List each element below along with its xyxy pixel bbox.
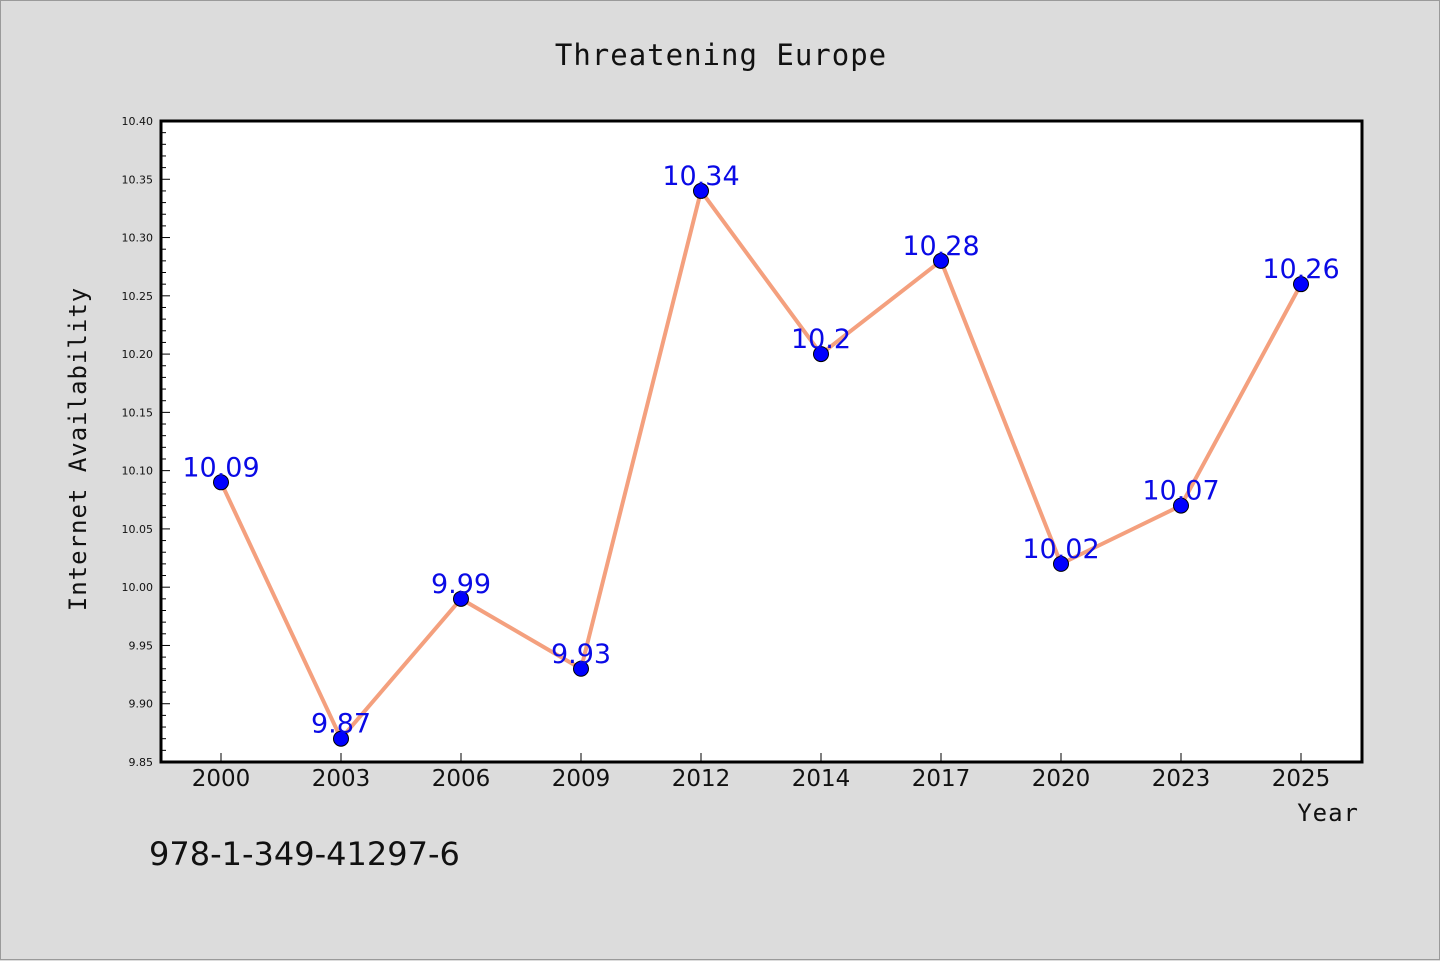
y-tick-label: 10.10 [122, 465, 154, 478]
x-tick-label: 2006 [432, 766, 491, 792]
data-label: 10.2 [791, 324, 851, 355]
x-tick-label: 2023 [1152, 766, 1211, 792]
isbn-footer: 978-1-349-41297-6 [149, 835, 460, 873]
data-label: 10.28 [902, 231, 979, 262]
series-line [219, 188, 1303, 741]
y-tick-label: 10.15 [122, 406, 154, 419]
y-tick-label: 10.30 [122, 232, 154, 245]
y-tick-label: 10.00 [122, 581, 154, 594]
data-point [813, 346, 829, 363]
y-tick-label: 10.20 [122, 348, 154, 361]
x-axis-label: Year [1297, 799, 1359, 827]
y-tick-label: 10.05 [122, 523, 154, 536]
data-point [213, 474, 229, 491]
x-tick-label: 2025 [1272, 766, 1331, 792]
data-labels: 10.09 9.87 9.99 9.93 10.34 10.2 10.28 10.02 10.0… [182, 161, 1339, 740]
y-tick-label: 9.90 [129, 698, 154, 711]
plot-border [159, 119, 1364, 764]
data-point [933, 252, 949, 269]
data-label: 10.09 [182, 452, 259, 483]
data-label: 9.93 [551, 639, 611, 670]
y-tick-label: 10.25 [122, 290, 154, 303]
data-points [213, 182, 1309, 747]
x-axis-ticks: 2000 2003 2006 2009 2012 2014 2017 2020 2023 2025 [192, 753, 1331, 792]
y-tick-label: 9.95 [129, 639, 154, 652]
y-tick-label: 10.35 [122, 173, 154, 186]
data-label: 10.34 [662, 161, 739, 192]
data-label: 9.99 [431, 569, 491, 600]
data-label: 9.87 [311, 709, 371, 740]
x-tick-label: 2009 [552, 766, 611, 792]
data-point [333, 730, 349, 747]
x-tick-label: 2014 [792, 766, 851, 792]
data-point [453, 590, 469, 607]
x-tick-label: 2017 [912, 766, 971, 792]
x-tick-label: 2000 [192, 766, 251, 792]
y-tick-label: 10.40 [122, 115, 154, 128]
data-point [1053, 555, 1069, 572]
y-axis-label: Internet Availability [64, 287, 92, 611]
data-point [573, 660, 589, 677]
data-point [693, 182, 709, 199]
x-tick-label: 2003 [312, 766, 371, 792]
plot-area [161, 121, 1362, 762]
data-point [1173, 497, 1189, 514]
data-label: 10.07 [1142, 476, 1219, 507]
data-label: 10.26 [1262, 254, 1339, 285]
x-tick-label: 2012 [672, 766, 731, 792]
chart-title: Threatening Europe [555, 38, 887, 72]
data-point [1293, 276, 1309, 293]
data-label: 10.02 [1022, 534, 1099, 565]
y-tick-label: 9.85 [129, 756, 154, 769]
x-tick-label: 2020 [1032, 766, 1091, 792]
